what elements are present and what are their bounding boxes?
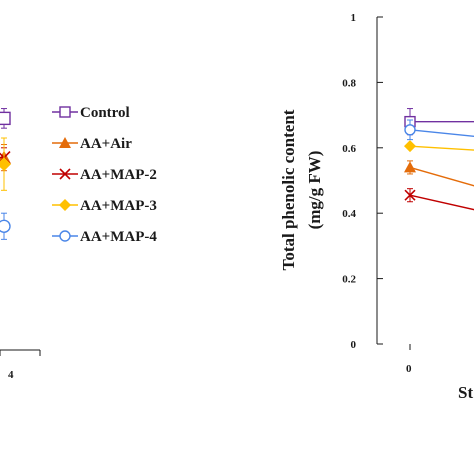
legend-label: AA+MAP-2 [80,167,157,183]
left-series-aa-map-3 [0,137,11,191]
right-y-axis-label-line2: (mg/g FW) [305,151,324,230]
data-point [0,219,11,233]
legend-marker [59,137,71,148]
legend-item: AA+Air [52,136,132,152]
left-series-aa-map-4 [0,212,11,240]
legend-label: AA+MAP-3 [80,198,157,214]
data-point [0,157,11,172]
legend-marker [59,106,71,118]
right-series-marks [404,108,474,211]
legend-item: AA+MAP-2 [52,167,157,183]
right-y-tick-label: 0.4 [342,208,356,220]
series-line [409,129,474,138]
left-x-tick-label: 4 [8,369,14,381]
legend: Control AA+Air AA+MAP-2 AA+MAP-3 AA+MAP-4 [52,105,157,245]
right-y-tick-label: 1 [351,12,357,24]
legend-marker [59,199,71,211]
right-series-aa-air [404,160,474,187]
right-y-tick-label: 0.8 [342,77,356,89]
legend-item: AA+MAP-3 [52,198,157,214]
right-series-aa-map-2 [404,188,474,211]
right-y-axis-label-line1: Total phenolic content [279,109,298,270]
right-series-aa-map-3 [404,140,474,153]
right-series-aa-map-4 [404,119,474,141]
legend-item: Control [52,105,130,121]
left-series-control [0,108,11,129]
data-point [404,124,416,136]
right-y-tick-label: 0 [351,339,357,351]
series-line [409,194,474,211]
series-line [409,145,474,151]
data-point-stroke [404,189,416,201]
right-chart-panel: 0 0.2 0.4 0.6 0.8 1 0 St Total phenolic conte… [279,12,474,402]
legend-label: Control [80,105,130,121]
data-point [0,111,11,126]
right-y-ticks: 0 0.2 0.4 0.6 0.8 1 [342,12,383,351]
legend-marker [59,230,71,242]
legend-item: AA+MAP-4 [52,229,157,245]
legend-marker [59,168,71,180]
series-line [409,166,474,187]
legend-label: AA+Air [80,136,132,152]
left-chart-panel: 4 [0,108,41,381]
right-y-tick-label: 0.6 [342,143,356,155]
right-y-tick-label: 0.2 [342,274,356,286]
data-point [404,189,416,201]
left-series-marks [0,108,11,240]
right-x-axis-label: St [458,383,473,402]
legend-label: AA+MAP-4 [80,229,157,245]
legend-marker-stroke [59,168,71,180]
data-point [404,140,416,153]
data-point [404,161,416,173]
right-x-tick-label: 0 [406,363,412,375]
